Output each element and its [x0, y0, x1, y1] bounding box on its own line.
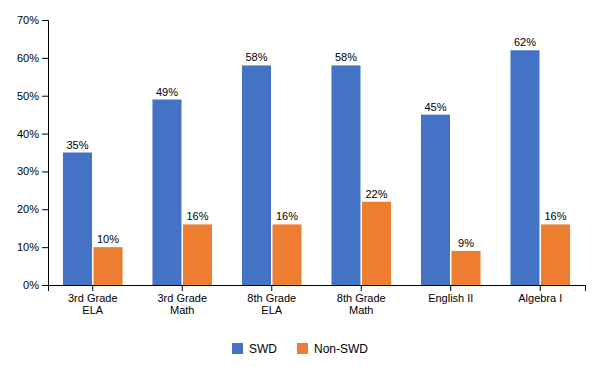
x-tick: Algebra I	[518, 285, 562, 304]
bar	[94, 247, 123, 285]
legend: SWD Non-SWD	[232, 342, 368, 356]
y-tick: 60%	[17, 52, 48, 64]
tick-label-line: Math	[349, 304, 373, 316]
y-axis: 0% 10% 20% 30% 40% 50% 60% 70%	[17, 14, 49, 291]
x-tick: 8th GradeMath	[337, 285, 386, 316]
data-label: 10%	[97, 233, 119, 245]
legend-swatch	[232, 343, 243, 354]
x-tick: English II	[428, 285, 473, 304]
tick-mark	[42, 96, 48, 97]
tick-mark	[42, 134, 48, 135]
tick-label: 60%	[17, 52, 39, 64]
tick-label: Algebra I	[518, 292, 562, 304]
bar	[183, 224, 212, 285]
tick-label: 8th GradeELA	[247, 292, 296, 317]
bar	[452, 251, 481, 285]
tick-mark	[42, 58, 48, 59]
tick-label: 3rd GradeMath	[157, 292, 207, 317]
data-labels: 35% 49% 58% 58% 45% 62% 10% 16% 16% 22% 9% 16%	[66, 36, 566, 249]
legend-label: SWD	[249, 342, 277, 356]
tick-label: 8th GradeMath	[337, 292, 386, 317]
data-label: 45%	[424, 101, 446, 113]
tick-mark	[361, 285, 362, 291]
tick-label: 40%	[17, 128, 39, 140]
data-label: 58%	[335, 51, 357, 63]
data-label: 35%	[66, 139, 88, 151]
bar	[421, 115, 450, 285]
tick-mark	[540, 285, 541, 291]
y-tick: 0%	[23, 279, 48, 291]
bar	[242, 65, 271, 285]
x-axis: 3rd GradeELA3rd GradeMath8th GradeELA8th…	[49, 285, 586, 316]
tick-mark	[450, 285, 451, 291]
legend-item: SWD	[232, 342, 277, 356]
series	[94, 202, 571, 285]
data-label: 22%	[366, 188, 388, 200]
tick-label-line: English II	[428, 292, 473, 304]
tick-label-line: ELA	[261, 304, 282, 316]
x-tick: 3rd GradeELA	[68, 285, 118, 316]
tick-label: 70%	[17, 14, 39, 26]
tick-mark	[92, 285, 93, 291]
tick-label-line: Math	[170, 304, 194, 316]
legend-item: Non-SWD	[297, 342, 368, 356]
y-tick: 20%	[17, 203, 48, 215]
tick-label-line: 3rd Grade	[157, 292, 207, 304]
x-tick: 8th GradeELA	[247, 285, 296, 316]
bar	[152, 100, 181, 286]
x-tick: 3rd GradeMath	[157, 285, 207, 316]
data-label: 49%	[156, 86, 178, 98]
data-label: 16%	[187, 210, 209, 222]
plot: 0%10%20%30%40%50%60%70%3rd GradeELA3rd G…	[17, 14, 586, 316]
tick-label-line: 3rd Grade	[68, 292, 118, 304]
tick-label: 20%	[17, 203, 39, 215]
bar	[362, 202, 391, 285]
tick-mark	[42, 285, 48, 286]
series	[63, 50, 540, 285]
data-label: 9%	[458, 237, 474, 249]
tick-label: 30%	[17, 165, 39, 177]
tick-label: English II	[428, 292, 473, 304]
data-label: 16%	[545, 210, 567, 222]
legend-label: Non-SWD	[314, 342, 368, 356]
bar	[63, 153, 92, 286]
chart: 0%10%20%30%40%50%60%70%3rd GradeELA3rd G…	[0, 0, 600, 367]
tick-label: 50%	[17, 90, 39, 102]
bar	[541, 224, 570, 285]
tick-label-line: ELA	[82, 304, 103, 316]
tick-label-line: 8th Grade	[247, 292, 296, 304]
y-tick: 70%	[17, 14, 48, 26]
tick-mark	[271, 285, 272, 291]
tick-mark	[182, 285, 183, 291]
tick-mark	[42, 209, 48, 210]
tick-label: 0%	[23, 279, 39, 291]
bar	[273, 224, 302, 285]
y-tick: 50%	[17, 90, 48, 102]
bar	[510, 50, 539, 285]
axis-line	[42, 21, 49, 286]
tick-mark	[42, 171, 48, 172]
y-tick: 30%	[17, 165, 48, 177]
y-tick: 10%	[17, 241, 48, 253]
tick-label-line: Algebra I	[518, 292, 562, 304]
data-label: 58%	[245, 51, 267, 63]
bars	[63, 50, 570, 285]
tick-label-line: 8th Grade	[337, 292, 386, 304]
bar	[331, 65, 360, 285]
tick-label: 10%	[17, 241, 39, 253]
y-tick: 40%	[17, 128, 48, 140]
legend-swatch	[297, 343, 308, 354]
data-label: 16%	[276, 210, 298, 222]
tick-mark	[42, 20, 48, 21]
data-label: 62%	[514, 36, 536, 48]
tick-mark	[42, 247, 48, 248]
tick-label: 3rd GradeELA	[68, 292, 118, 317]
axis-line	[49, 286, 586, 292]
